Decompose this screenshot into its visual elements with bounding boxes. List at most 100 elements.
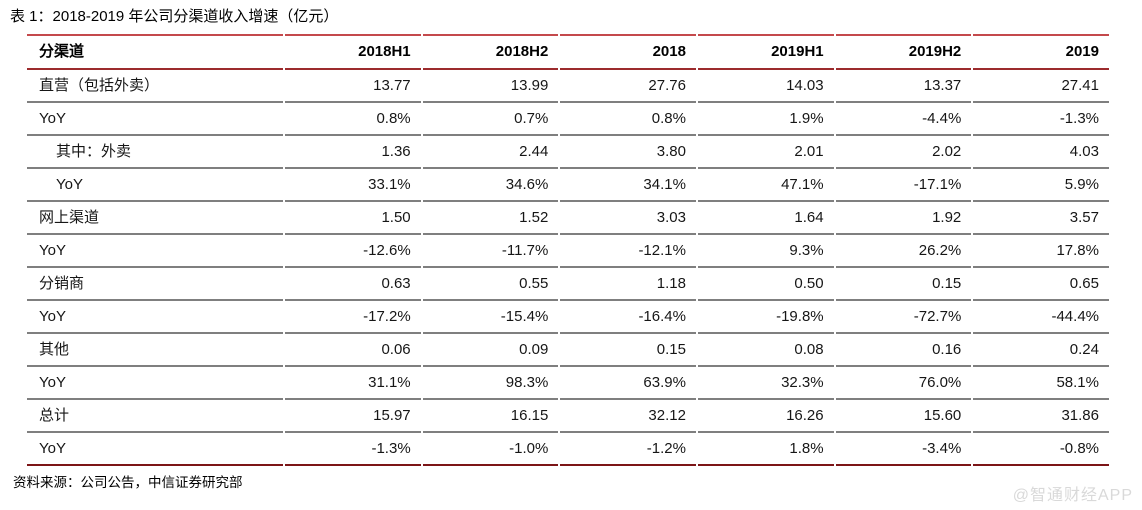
cell-value: 98.3%	[422, 367, 559, 400]
cell-value: -15.4%	[422, 301, 559, 334]
cell-value: 33.1%	[285, 169, 421, 202]
watermark: @智通财经APP	[1012, 487, 1133, 504]
cell-value: 0.08	[697, 334, 834, 367]
table-row: 分销商 0.63 0.55 1.18 0.50 0.15 0.65	[27, 268, 1109, 301]
cell-value: -0.8%	[973, 433, 1109, 466]
row-label: YoY	[27, 169, 283, 202]
cell-value: 1.8%	[697, 433, 834, 466]
cell-value: -4.4%	[835, 103, 972, 136]
cell-value: 2.01	[697, 136, 834, 169]
cell-value: 0.50	[697, 268, 834, 301]
row-label: YoY	[27, 103, 283, 136]
cell-value: -12.6%	[285, 235, 421, 268]
row-label: 网上渠道	[27, 202, 283, 235]
table-row: YoY 0.8% 0.7% 0.8% 1.9% -4.4% -1.3%	[27, 103, 1109, 136]
cell-value: 0.09	[422, 334, 559, 367]
table-row: YoY 33.1% 34.6% 34.1% 47.1% -17.1% 5.9%	[27, 169, 1109, 202]
cell-value: -44.4%	[973, 301, 1109, 334]
header-row: 分渠道 2018H1 2018H2 2018 2019H1 2019H2 2019	[27, 34, 1109, 70]
row-label: YoY	[27, 367, 283, 400]
cell-value: 0.55	[422, 268, 559, 301]
source-note: 资料来源：公司公告，中信证券研究部	[13, 475, 243, 490]
cell-value: 2.44	[422, 136, 559, 169]
row-label: 总计	[27, 400, 283, 433]
column-header: 2018	[560, 34, 696, 70]
cell-value: 15.60	[835, 400, 972, 433]
cell-value: 1.64	[697, 202, 834, 235]
row-label: 分销商	[27, 268, 283, 301]
cell-value: 0.8%	[285, 103, 421, 136]
cell-value: 0.65	[973, 268, 1109, 301]
cell-value: 3.57	[973, 202, 1109, 235]
cell-value: 0.16	[835, 334, 972, 367]
cell-value: 3.03	[560, 202, 696, 235]
cell-value: 13.77	[285, 70, 421, 103]
cell-value: 13.37	[835, 70, 972, 103]
cell-value: -72.7%	[835, 301, 972, 334]
cell-value: -1.0%	[422, 433, 559, 466]
cell-value: 5.9%	[973, 169, 1109, 202]
cell-value: 0.15	[560, 334, 696, 367]
table-row: 总计 15.97 16.15 32.12 16.26 15.60 31.86	[27, 400, 1109, 433]
cell-value: -19.8%	[697, 301, 834, 334]
table-row: 其他 0.06 0.09 0.15 0.08 0.16 0.24	[27, 334, 1109, 367]
cell-value: -1.3%	[973, 103, 1109, 136]
cell-value: -3.4%	[835, 433, 972, 466]
row-label: YoY	[27, 301, 283, 334]
cell-value: 0.63	[285, 268, 421, 301]
column-header: 2018H2	[422, 34, 559, 70]
table-row: YoY 31.1% 98.3% 63.9% 32.3% 76.0% 58.1%	[27, 367, 1109, 400]
row-label: YoY	[27, 235, 283, 268]
cell-value: 26.2%	[835, 235, 972, 268]
cell-value: -1.2%	[560, 433, 696, 466]
table-body: 直营（包括外卖） 13.77 13.99 27.76 14.03 13.37 27.41 Yo…	[27, 70, 1109, 466]
cell-value: 58.1%	[973, 367, 1109, 400]
cell-value: 0.7%	[422, 103, 559, 136]
table-row: YoY -17.2% -15.4% -16.4% -19.8% -72.7% -44.4%	[27, 301, 1109, 334]
cell-value: 27.76	[560, 70, 696, 103]
row-label: 其他	[27, 334, 283, 367]
column-header: 2019H2	[835, 34, 972, 70]
cell-value: 3.80	[560, 136, 696, 169]
table-row: YoY -12.6% -11.7% -12.1% 9.3% 26.2% 17.8%	[27, 235, 1109, 268]
cell-value: 76.0%	[835, 367, 972, 400]
cell-value: 34.1%	[560, 169, 696, 202]
cell-value: 32.12	[560, 400, 696, 433]
cell-value: -17.1%	[835, 169, 972, 202]
cell-value: 9.3%	[697, 235, 834, 268]
table-row: YoY -1.3% -1.0% -1.2% 1.8% -3.4% -0.8%	[27, 433, 1109, 466]
cell-value: -12.1%	[560, 235, 696, 268]
cell-value: 4.03	[973, 136, 1109, 169]
cell-value: 1.92	[835, 202, 972, 235]
page-title: 表 1：2018-2019 年公司分渠道收入增速（亿元）	[10, 8, 339, 25]
row-label: YoY	[27, 433, 283, 466]
cell-value: 15.97	[285, 400, 421, 433]
row-label: 直营（包括外卖）	[27, 70, 283, 103]
cell-value: 17.8%	[973, 235, 1109, 268]
cell-value: 1.9%	[697, 103, 834, 136]
cell-value: 63.9%	[560, 367, 696, 400]
column-header: 分渠道	[27, 34, 283, 70]
cell-value: 1.50	[285, 202, 421, 235]
cell-value: 0.8%	[560, 103, 696, 136]
cell-value: 31.1%	[285, 367, 421, 400]
cell-value: 47.1%	[697, 169, 834, 202]
column-header: 2019	[973, 34, 1109, 70]
cell-value: 27.41	[973, 70, 1109, 103]
cell-value: 32.3%	[697, 367, 834, 400]
cell-value: -1.3%	[285, 433, 421, 466]
cell-value: 1.52	[422, 202, 559, 235]
row-label: 其中：外卖	[27, 136, 283, 169]
cell-value: 1.36	[285, 136, 421, 169]
cell-value: 2.02	[835, 136, 972, 169]
cell-value: 14.03	[697, 70, 834, 103]
cell-value: 13.99	[422, 70, 559, 103]
cell-value: 16.26	[697, 400, 834, 433]
revenue-table: 分渠道 2018H1 2018H2 2018 2019H1 2019H2 2019 直营（包…	[25, 34, 1111, 466]
table-row: 网上渠道 1.50 1.52 3.03 1.64 1.92 3.57	[27, 202, 1109, 235]
cell-value: -17.2%	[285, 301, 421, 334]
table-row: 直营（包括外卖） 13.77 13.99 27.76 14.03 13.37 27.41	[27, 70, 1109, 103]
cell-value: 0.15	[835, 268, 972, 301]
cell-value: 31.86	[973, 400, 1109, 433]
column-header: 2018H1	[285, 34, 421, 70]
